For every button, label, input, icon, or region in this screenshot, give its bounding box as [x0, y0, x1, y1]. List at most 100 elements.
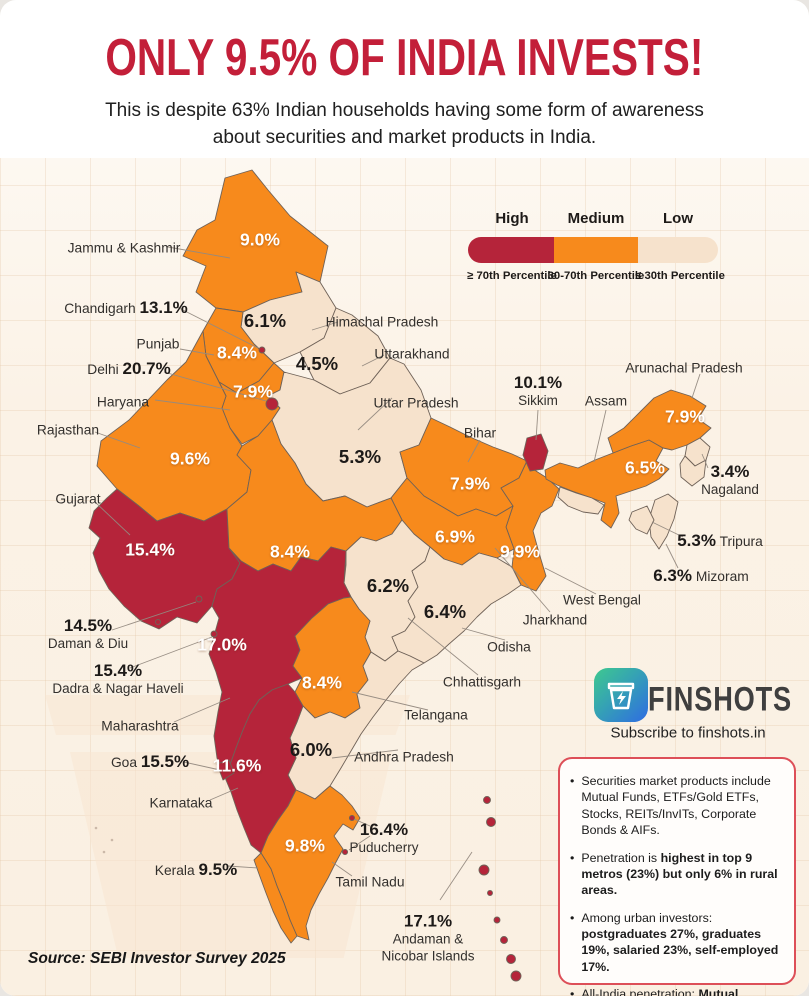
state-value-uttar-pradesh: 5.3% — [338, 446, 382, 467]
page-subtitle: This is despite 63% Indian households ha… — [105, 100, 704, 148]
state-name-chhattisgarh: Chhattisgarh — [442, 674, 522, 690]
state-name-uttarakhand: Uttarakhand — [374, 346, 450, 362]
state-value-bihar: 7.9% — [450, 473, 490, 494]
diu-marker — [155, 619, 161, 625]
note-item: • Among urban investors: postgraduates 27… — [570, 910, 779, 974]
notes-list: • Securities market products include Mutu… — [570, 773, 782, 996]
state-value-odisha: 6.4% — [423, 601, 467, 622]
delhi-marker — [265, 397, 279, 411]
state-shape-manipur — [679, 455, 707, 487]
state-value-haryana: 7.9% — [233, 381, 273, 402]
subscribe-link[interactable]: Subscribe to finshots.in — [610, 724, 766, 742]
daman-marker — [195, 595, 203, 603]
state-value-tamil-nadu: 9.8% — [285, 835, 325, 856]
state-value-assam: 6.5% — [625, 457, 665, 478]
state-value-jharkhand: 6.9% — [435, 526, 475, 547]
legend: High Medium Low ≥ 70th Percentile 30-70t… — [467, 210, 725, 288]
state-name-rajasthan: Rajasthan — [36, 422, 100, 438]
puducherry-marker — [348, 814, 356, 822]
state-shape-sikkim — [522, 433, 549, 472]
state-name-himachal-pradesh: Himachal Pradesh — [325, 314, 439, 330]
state-value-west-bengal: 9.9% — [500, 541, 540, 562]
state-shape-karnataka — [223, 683, 304, 854]
state-name-maharashtra: Maharashtra — [101, 718, 179, 734]
state-label-mizoram: 6.3% Mizoram — [653, 566, 749, 585]
state-name-tamil-nadu: Tamil Nadu — [335, 874, 405, 890]
notes-box: • Securities market products include Mutu… — [558, 757, 796, 996]
source-note: Source: SEBI Investor Survey 2025 — [28, 950, 286, 967]
state-label-nagaland: 3.4% Nagaland — [701, 461, 759, 498]
state-name-uttar-pradesh: Uttar Pradesh — [373, 395, 459, 411]
legend-range-low: ≤ 30th Percentile — [635, 270, 725, 282]
state-shape-tripura — [628, 505, 655, 535]
state-name-assam: Assam — [584, 393, 628, 409]
state-value-madhya-pradesh: 8.4% — [270, 541, 310, 562]
state-shape-arunachal-pradesh — [607, 389, 712, 454]
header: ONLY 9.5% OF INDIA INVESTS! This is desp… — [0, 28, 809, 152]
state-label-sikkim: 10.1% Sikkim — [513, 372, 563, 409]
note-item: • Securities market products include Mutu… — [570, 774, 771, 838]
chandigarh-marker — [258, 346, 266, 354]
state-label-daman-diu: 14.5% Daman & Diu — [47, 615, 129, 652]
state-name-punjab: Punjab — [136, 336, 180, 352]
state-label-chandigarh: Chandigarh 13.1% — [64, 298, 188, 317]
state-value-chhattisgarh: 6.2% — [366, 575, 410, 596]
legend-range-high: ≥ 70th Percentile — [467, 270, 557, 282]
state-shape-meghalaya — [557, 486, 605, 515]
state-shape-goa — [216, 759, 235, 781]
puducherry-marker — [341, 848, 349, 856]
finshots-wordmark: FINSHOTS — [648, 680, 792, 719]
state-label-goa: Goa 15.5% — [110, 752, 190, 771]
legend-swatch-low — [638, 237, 718, 263]
state-shape-odisha — [391, 546, 522, 664]
legend-range-medium: 30-70th Percentile — [547, 270, 645, 282]
state-value-rajasthan: 9.6% — [170, 448, 210, 469]
state-value-maharashtra: 17.0% — [197, 634, 247, 655]
legend-title-high: High — [495, 210, 529, 227]
state-label-andaman-nicobar: 17.1% Andaman & Nicobar Islands — [381, 911, 475, 964]
state-name-telangana: Telangana — [404, 707, 468, 723]
state-value-arunachal-pradesh: 7.9% — [665, 406, 705, 427]
state-value-karnataka: 11.6% — [212, 755, 262, 776]
state-name-haryana: Haryana — [96, 394, 150, 410]
page-title: ONLY 9.5% OF INDIA INVESTS! — [105, 29, 704, 87]
legend-title-low: Low — [663, 210, 693, 227]
leader-lines — [94, 246, 709, 901]
andaman-nicobar-islands — [478, 796, 522, 982]
lakshadweep-islands — [94, 826, 114, 854]
state-label-delhi: Delhi 20.7% — [87, 359, 171, 378]
state-name-andhra-pradesh: Andhra Pradesh — [354, 749, 454, 765]
state-value-gujarat: 15.4% — [125, 539, 175, 560]
state-value-jammu-kashmir: 9.0% — [240, 229, 280, 250]
glass-bolt-icon — [607, 682, 635, 710]
state-shape-gujarat — [88, 488, 241, 630]
note-item: • Penetration is highest in top 9 metros … — [570, 850, 778, 898]
finshots-logo-icon — [594, 668, 648, 722]
note-item: •All-India penetration: Mutual Funds/ETF… — [570, 987, 739, 996]
state-name-arunachal-pradesh: Arunachal Pradesh — [625, 360, 743, 376]
state-name-jharkhand: Jharkhand — [522, 612, 588, 628]
dadra-nagar-haveli-marker — [210, 630, 218, 638]
legend-color-bar — [468, 237, 718, 263]
state-shape-kerala — [253, 852, 298, 944]
state-value-telangana: 8.4% — [302, 672, 342, 693]
state-name-odisha: Odisha — [487, 639, 531, 655]
legend-title-medium: Medium — [567, 210, 625, 227]
state-name-bihar: Bihar — [463, 425, 497, 441]
state-label-puducherry: 16.4% Puducherry — [349, 819, 419, 856]
state-label-dadra-nagar-haveli: 15.4% Dadra & Nagar Haveli — [52, 660, 184, 697]
state-value-himachal-pradesh: 6.1% — [243, 310, 287, 331]
state-label-kerala: Kerala 9.5% — [154, 860, 238, 879]
legend-swatch-medium — [554, 237, 638, 263]
state-value-andhra-pradesh: 6.0% — [289, 739, 333, 760]
state-name-west-bengal: West Bengal — [563, 592, 641, 608]
state-label-tripura: 5.3% Tripura — [677, 531, 763, 550]
state-value-punjab: 8.4% — [217, 342, 257, 363]
state-name-jammu-kashmir: Jammu & Kashmir — [67, 240, 181, 256]
legend-swatch-high — [468, 237, 554, 263]
state-name-karnataka: Karnataka — [149, 795, 213, 811]
state-name-gujarat: Gujarat — [55, 491, 101, 507]
state-value-uttarakhand: 4.5% — [295, 353, 339, 374]
